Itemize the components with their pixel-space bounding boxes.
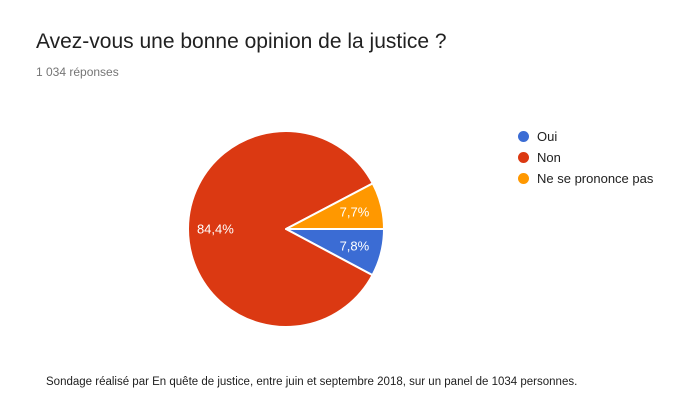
legend-label-ne-se-prononce-pas: Ne se prononce pas <box>537 170 654 186</box>
page-title: Avez-vous une bonne opinion de la justic… <box>36 30 447 53</box>
pie-slice-label-ne-se-prononce-pas: 7,7% <box>340 205 370 220</box>
legend-item-oui: Oui <box>518 128 653 144</box>
legend-dot-non <box>518 151 529 163</box>
pie-slice-label-non: 84,4% <box>197 221 234 236</box>
pie-chart-svg: 7,8% 84,4% 7,7% <box>187 130 385 328</box>
chart-legend: Oui Non Ne se prononce pas <box>518 129 653 192</box>
pie-slice-ne-se-prononce-pas <box>285 182 385 230</box>
pie-slice-label-oui: 7,8% <box>340 239 370 254</box>
legend-dot-ne-se-prononce-pas <box>518 172 529 184</box>
pie-chart: 7,8% 84,4% 7,7% <box>186 129 386 329</box>
legend-label-oui: Oui <box>537 128 558 144</box>
legend-item-ne-se-prononce-pas: Ne se prononce pas <box>518 170 654 186</box>
legend-item-non: Non <box>518 149 653 165</box>
legend-label-non: Non <box>537 149 561 165</box>
legend-dot-oui <box>518 130 529 142</box>
pie-slice-non <box>187 130 374 328</box>
footer-note: Sondage réalisé par En quête de justice,… <box>46 376 578 388</box>
responses-count: 1 034 réponses <box>36 65 119 79</box>
